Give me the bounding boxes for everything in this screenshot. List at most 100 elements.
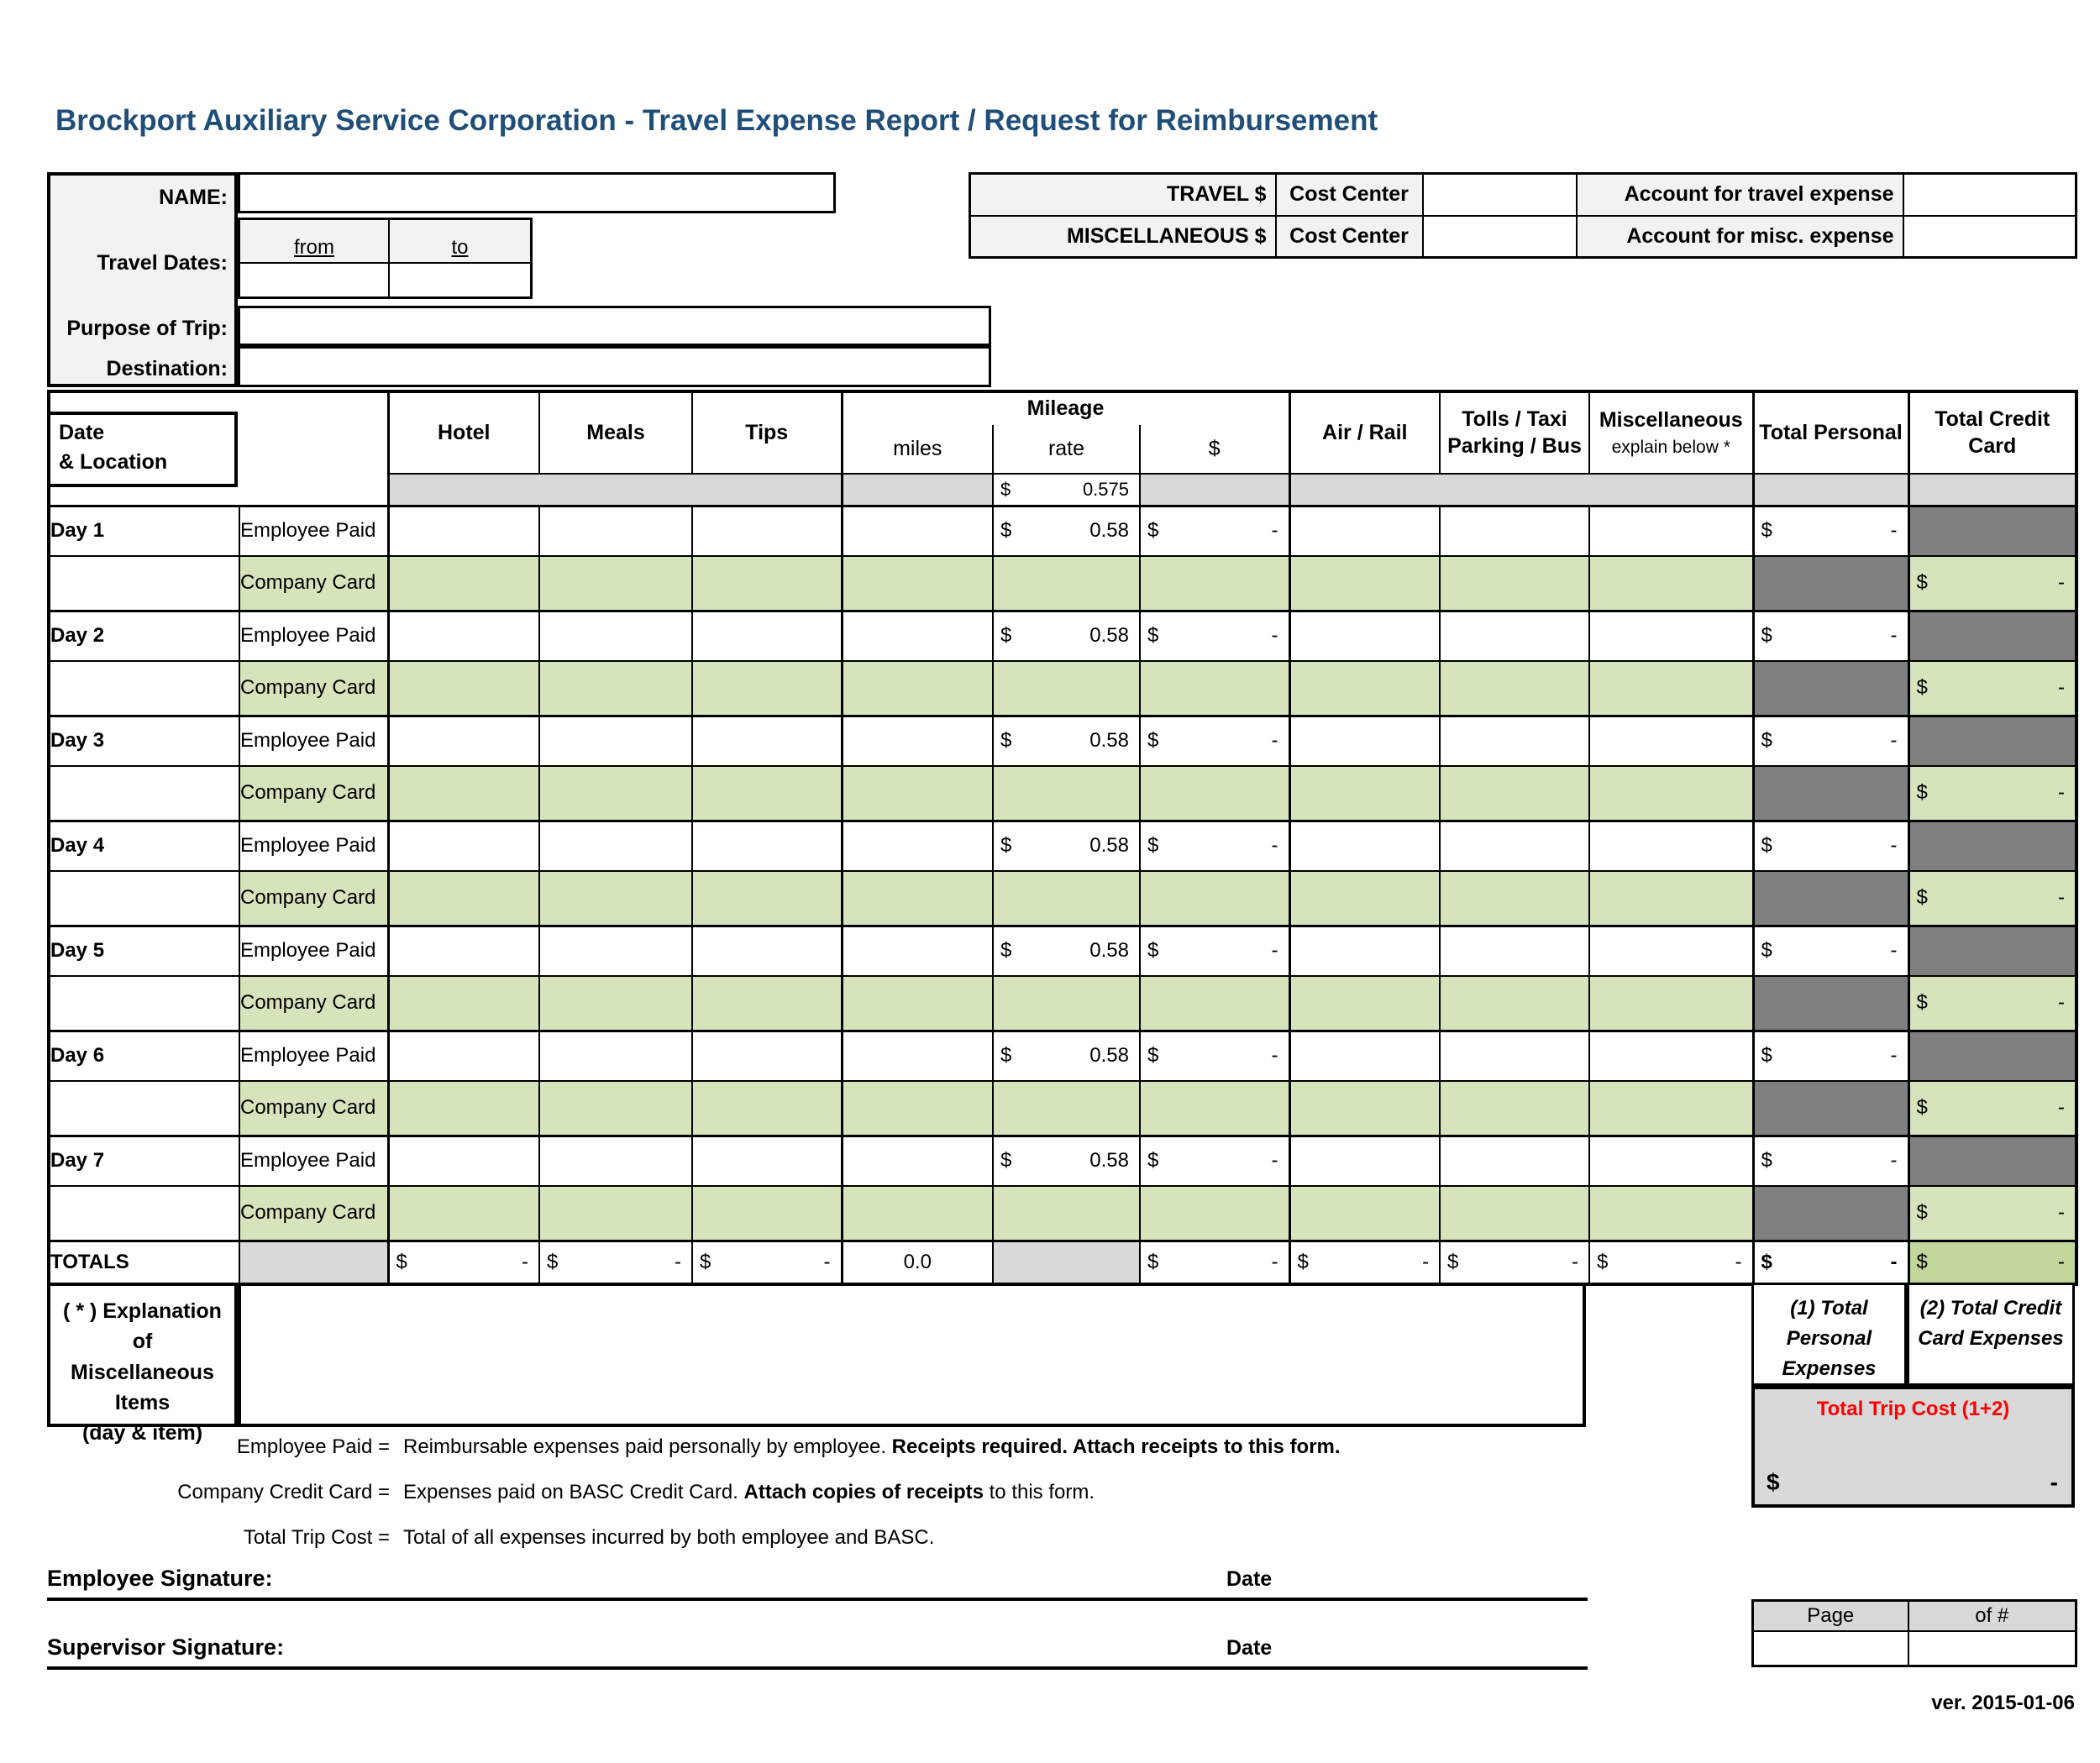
tips-input-company[interactable] bbox=[691, 1080, 843, 1136]
meals-input-company[interactable] bbox=[538, 660, 693, 716]
meals-input-employee[interactable] bbox=[538, 1029, 693, 1082]
hotel-input-company[interactable] bbox=[386, 660, 540, 716]
tolls-input-company[interactable] bbox=[1439, 765, 1591, 821]
rate-cell-company[interactable] bbox=[992, 1185, 1141, 1241]
tolls-input-employee[interactable] bbox=[1439, 819, 1591, 872]
tolls-input-company[interactable] bbox=[1439, 660, 1591, 716]
location-input[interactable] bbox=[48, 870, 240, 926]
meals-input-company[interactable] bbox=[538, 765, 693, 821]
miles-input-employee[interactable] bbox=[840, 504, 994, 557]
tolls-input-employee[interactable] bbox=[1439, 609, 1591, 662]
tips-input-employee[interactable] bbox=[691, 819, 843, 872]
misc-input-employee[interactable] bbox=[1588, 1134, 1755, 1187]
tips-input-employee[interactable] bbox=[691, 504, 843, 557]
misc-input-employee[interactable] bbox=[1588, 1029, 1755, 1082]
tips-input-company[interactable] bbox=[691, 1185, 843, 1241]
misc-input-employee[interactable] bbox=[1588, 819, 1755, 872]
destination-input[interactable] bbox=[238, 346, 991, 387]
hotel-input-employee[interactable] bbox=[386, 1029, 540, 1082]
misc-input-employee[interactable] bbox=[1588, 714, 1755, 767]
misc-input-company[interactable] bbox=[1588, 870, 1755, 926]
tips-input-employee[interactable] bbox=[691, 1029, 843, 1082]
meals-input-company[interactable] bbox=[538, 1185, 693, 1241]
rate-cell-company[interactable] bbox=[992, 555, 1141, 611]
meals-input-company[interactable] bbox=[538, 555, 693, 611]
miles-input-company[interactable] bbox=[840, 975, 994, 1031]
from-date-input[interactable] bbox=[240, 262, 388, 296]
miles-input-company[interactable] bbox=[840, 555, 994, 611]
tips-input-employee[interactable] bbox=[691, 714, 843, 767]
misc-input-company[interactable] bbox=[1588, 660, 1755, 716]
misc-input-company[interactable] bbox=[1588, 555, 1755, 611]
tips-input-employee[interactable] bbox=[691, 924, 843, 977]
air-rail-input-employee[interactable] bbox=[1288, 504, 1441, 557]
mileage-amount-company[interactable] bbox=[1138, 975, 1291, 1031]
meals-input-company[interactable] bbox=[538, 975, 693, 1031]
misc-input-company[interactable] bbox=[1588, 975, 1755, 1031]
meals-input-employee[interactable] bbox=[538, 714, 693, 767]
meals-input-employee[interactable] bbox=[538, 1134, 693, 1187]
page-number-input[interactable] bbox=[1751, 1629, 1909, 1667]
tips-input-company[interactable] bbox=[691, 975, 843, 1031]
misc-input-company[interactable] bbox=[1588, 1185, 1755, 1241]
tolls-input-company[interactable] bbox=[1439, 870, 1591, 926]
meals-input-employee[interactable] bbox=[538, 819, 693, 872]
rate-cell-company[interactable] bbox=[992, 1080, 1141, 1136]
miles-input-employee[interactable] bbox=[840, 1029, 994, 1082]
mileage-amount-company[interactable] bbox=[1138, 660, 1291, 716]
account-travel-input[interactable] bbox=[1902, 172, 2077, 217]
tips-input-employee[interactable] bbox=[691, 1134, 843, 1187]
air-rail-input-employee[interactable] bbox=[1288, 609, 1441, 662]
miles-input-employee[interactable] bbox=[840, 924, 994, 977]
hotel-input-company[interactable] bbox=[386, 555, 540, 611]
miles-input-company[interactable] bbox=[840, 1080, 994, 1136]
air-rail-input-employee[interactable] bbox=[1288, 1029, 1441, 1082]
air-rail-input-employee[interactable] bbox=[1288, 714, 1441, 767]
misc-input-employee[interactable] bbox=[1588, 924, 1755, 977]
hotel-input-company[interactable] bbox=[386, 975, 540, 1031]
air-rail-input-employee[interactable] bbox=[1288, 1134, 1441, 1187]
to-date-input[interactable] bbox=[388, 262, 530, 296]
air-rail-input-company[interactable] bbox=[1288, 975, 1441, 1031]
tolls-input-employee[interactable] bbox=[1439, 714, 1591, 767]
tips-input-company[interactable] bbox=[691, 765, 843, 821]
rate-cell-company[interactable] bbox=[992, 765, 1141, 821]
tolls-input-employee[interactable] bbox=[1439, 504, 1591, 557]
hotel-input-employee[interactable] bbox=[386, 504, 540, 557]
tolls-input-employee[interactable] bbox=[1439, 924, 1591, 977]
hotel-input-company[interactable] bbox=[386, 765, 540, 821]
hotel-input-employee[interactable] bbox=[386, 714, 540, 767]
location-input[interactable] bbox=[48, 555, 240, 611]
hotel-input-employee[interactable] bbox=[386, 819, 540, 872]
tips-input-company[interactable] bbox=[691, 660, 843, 716]
miles-input-company[interactable] bbox=[840, 870, 994, 926]
hotel-input-employee[interactable] bbox=[386, 609, 540, 662]
rate-cell-company[interactable] bbox=[992, 660, 1141, 716]
mileage-amount-company[interactable] bbox=[1138, 555, 1291, 611]
tolls-input-employee[interactable] bbox=[1439, 1029, 1591, 1082]
air-rail-input-company[interactable] bbox=[1288, 870, 1441, 926]
page-count-input[interactable] bbox=[1907, 1629, 2077, 1667]
account-misc-input[interactable] bbox=[1902, 214, 2077, 259]
hotel-input-employee[interactable] bbox=[386, 1134, 540, 1187]
mileage-amount-company[interactable] bbox=[1138, 870, 1291, 926]
misc-input-employee[interactable] bbox=[1588, 504, 1755, 557]
air-rail-input-company[interactable] bbox=[1288, 765, 1441, 821]
meals-input-employee[interactable] bbox=[538, 924, 693, 977]
mileage-amount-company[interactable] bbox=[1138, 1080, 1291, 1136]
tolls-input-company[interactable] bbox=[1439, 1185, 1591, 1241]
air-rail-input-company[interactable] bbox=[1288, 1080, 1441, 1136]
air-rail-input-company[interactable] bbox=[1288, 555, 1441, 611]
air-rail-input-company[interactable] bbox=[1288, 1185, 1441, 1241]
tolls-input-employee[interactable] bbox=[1439, 1134, 1591, 1187]
meals-input-company[interactable] bbox=[538, 870, 693, 926]
misc-explanation-input[interactable] bbox=[238, 1283, 1586, 1427]
location-input[interactable] bbox=[48, 975, 240, 1031]
tips-input-employee[interactable] bbox=[691, 609, 843, 662]
hotel-input-company[interactable] bbox=[386, 1080, 540, 1136]
meals-input-employee[interactable] bbox=[538, 504, 693, 557]
misc-input-company[interactable] bbox=[1588, 1080, 1755, 1136]
name-input[interactable] bbox=[238, 172, 836, 213]
misc-input-employee[interactable] bbox=[1588, 609, 1755, 662]
misc-cost-center-input[interactable] bbox=[1421, 214, 1578, 259]
